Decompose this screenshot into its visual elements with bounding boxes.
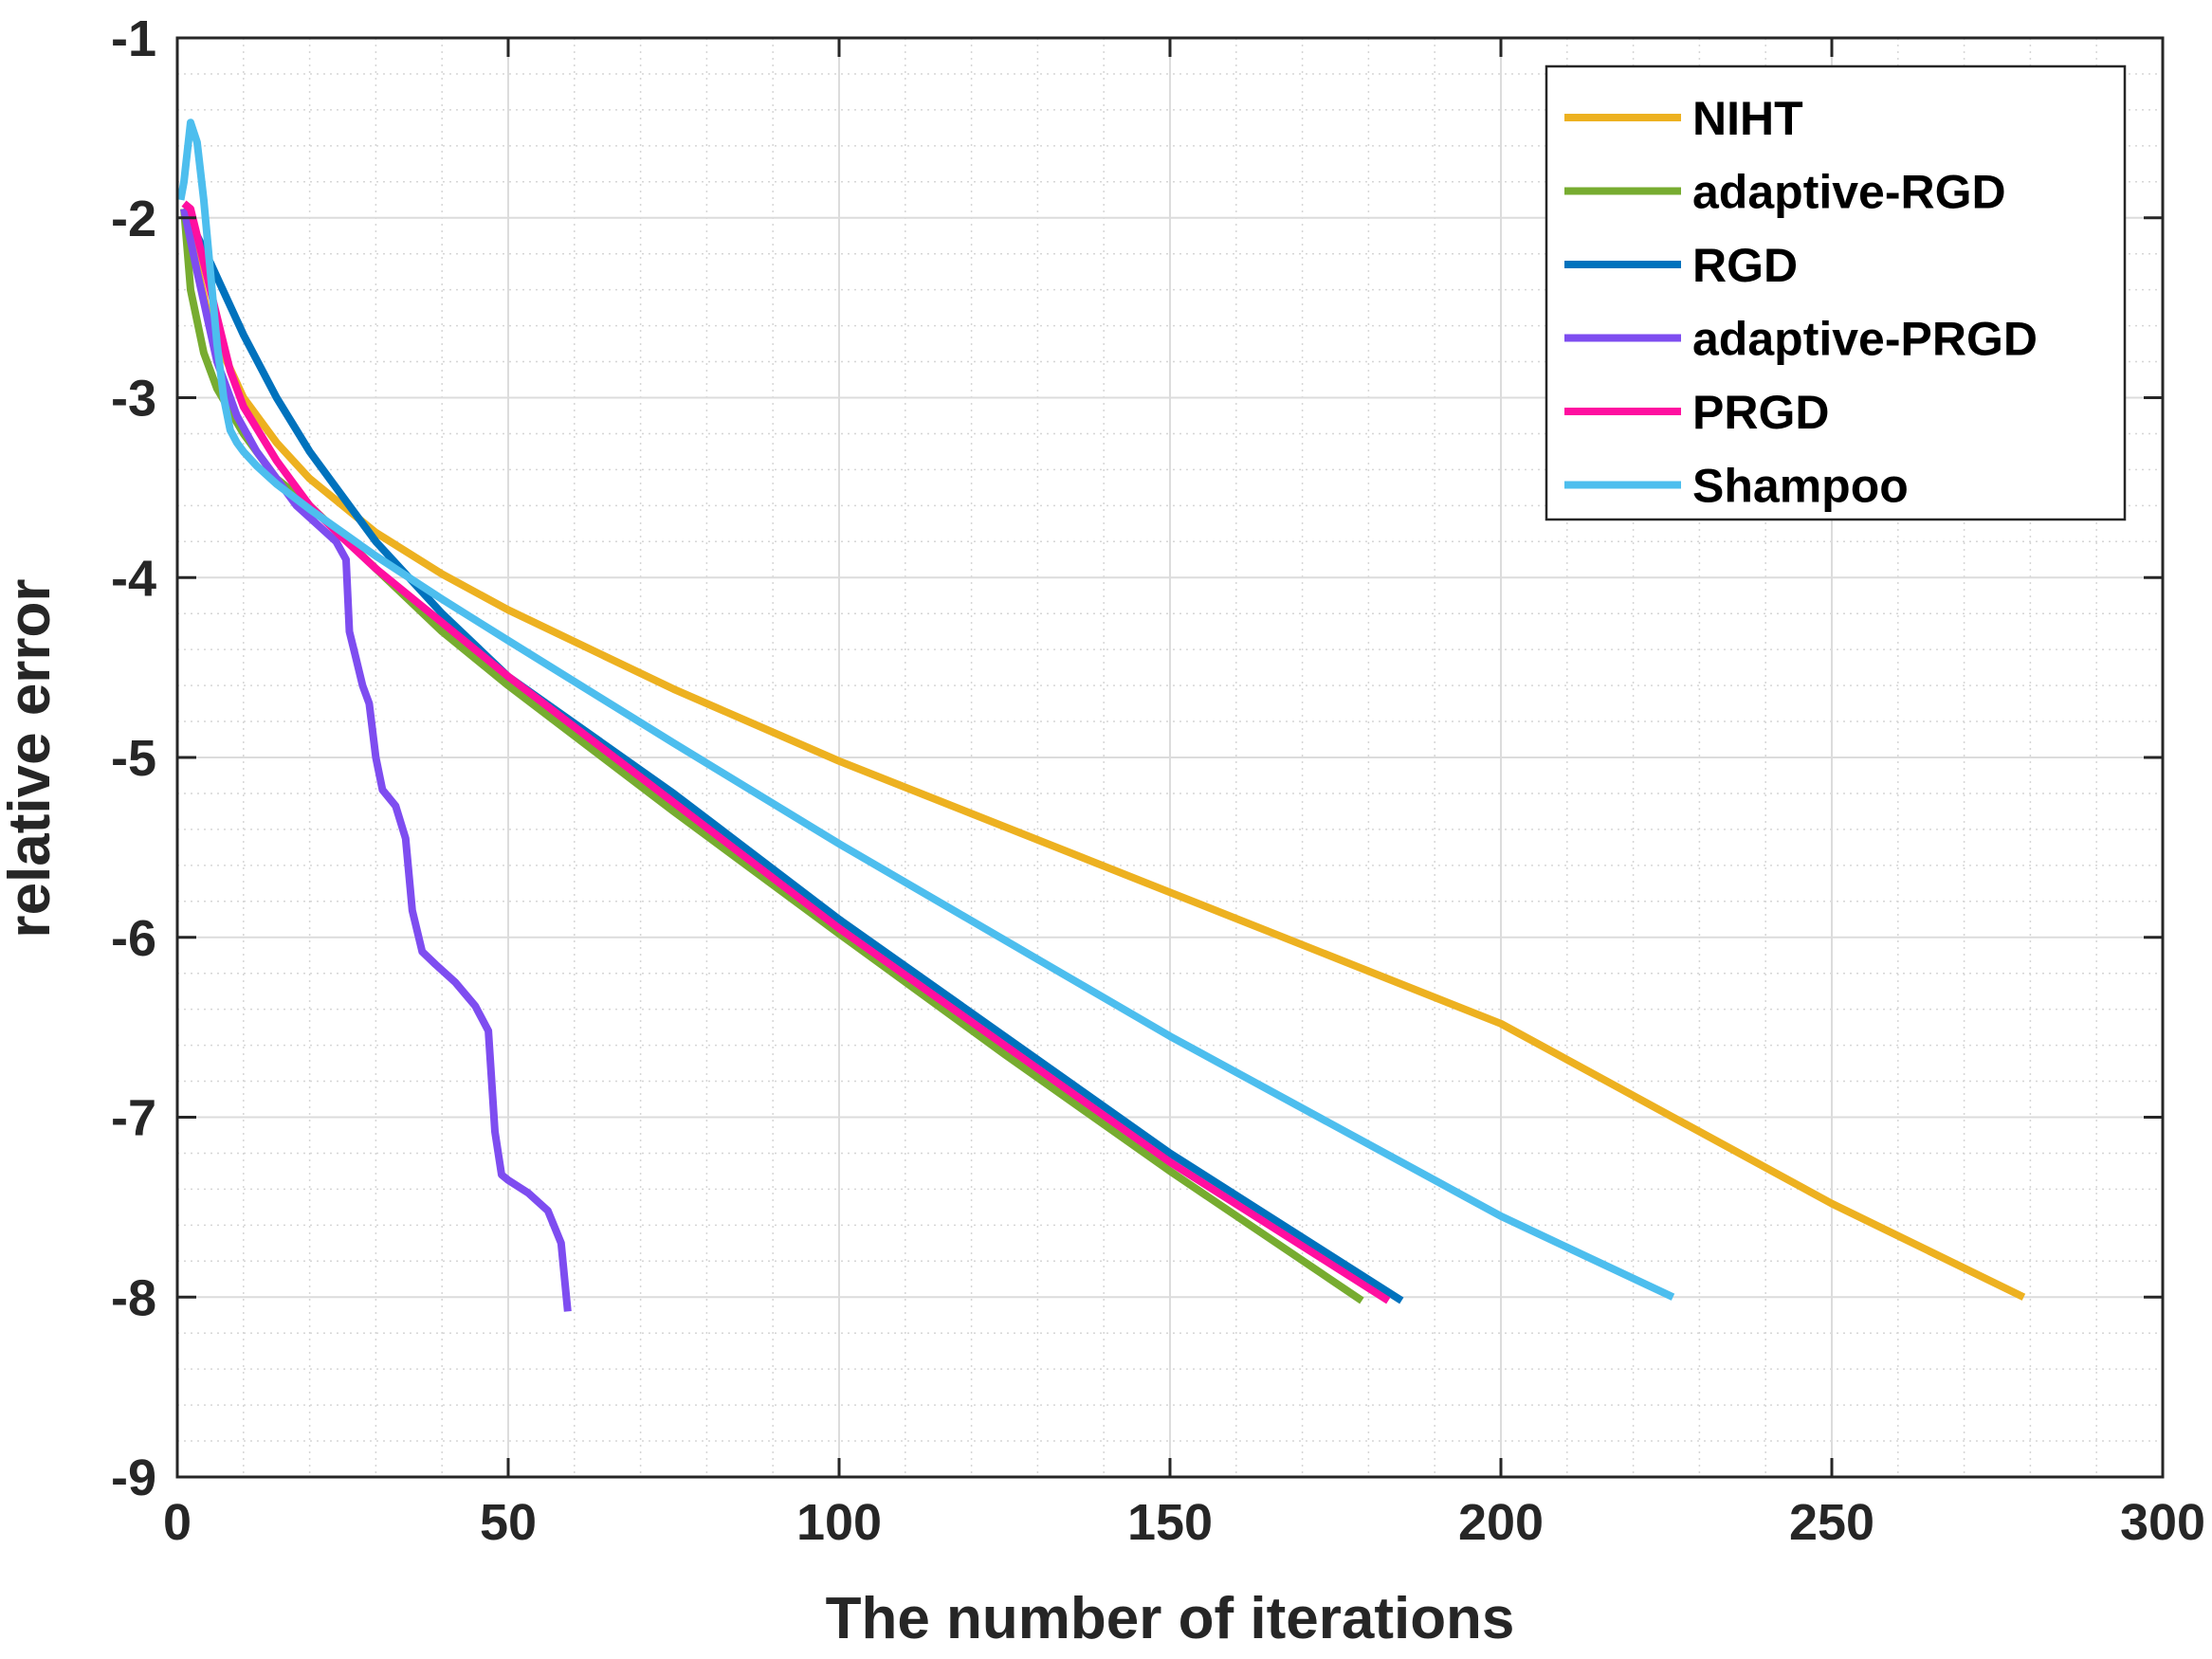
y-tick-label: -1 xyxy=(111,10,156,67)
series-line-Shampoo xyxy=(176,118,1675,1301)
y-tick-label: -9 xyxy=(111,1449,156,1506)
y-axis-label: relative error xyxy=(0,578,63,938)
series-lines xyxy=(176,118,2026,1312)
x-tick-label: 200 xyxy=(1458,1494,1544,1551)
x-tick-label: 300 xyxy=(2120,1494,2205,1551)
y-tick-label: -4 xyxy=(111,550,156,607)
legend-label: RGD xyxy=(1692,239,1798,292)
x-tick-label: 50 xyxy=(480,1494,537,1551)
legend-label: Shampoo xyxy=(1692,460,1909,513)
legend-label: PRGD xyxy=(1692,386,1829,439)
legend-box xyxy=(1545,64,2127,521)
x-tick-label: 100 xyxy=(796,1494,882,1551)
series-line-PRGD xyxy=(181,200,1391,1304)
x-tick-label: 0 xyxy=(163,1494,192,1551)
y-tick-label: -5 xyxy=(111,730,156,787)
tick-labels: 0 50 100 150 200 250 300 -1 -2 -3 -4 -5 -6 -7 -8 -9 xyxy=(111,10,2205,1551)
series-line-adaptive-PRGD xyxy=(180,208,572,1312)
x-tick-label: 150 xyxy=(1127,1494,1213,1551)
x-tick-label: 250 xyxy=(1789,1494,1874,1551)
legend-label: adaptive-PRGD xyxy=(1692,313,2038,366)
axis-ticks xyxy=(175,36,2165,1479)
y-tick-label: -7 xyxy=(111,1090,156,1147)
series-line-NIHT xyxy=(180,208,2026,1301)
x-axis-label: The number of iterations xyxy=(826,1586,1515,1651)
legend-label: adaptive-RGD xyxy=(1692,166,2006,219)
y-tick-label: -2 xyxy=(111,191,156,247)
legend: NIHT adaptive-RGD RGD adaptive-PRGD PRGD Sham… xyxy=(1545,64,2127,521)
legend-label: NIHT xyxy=(1692,92,1803,145)
y-tick-label: -3 xyxy=(111,371,156,428)
y-tick-label: -6 xyxy=(111,910,156,967)
y-tick-label: -8 xyxy=(111,1269,156,1326)
